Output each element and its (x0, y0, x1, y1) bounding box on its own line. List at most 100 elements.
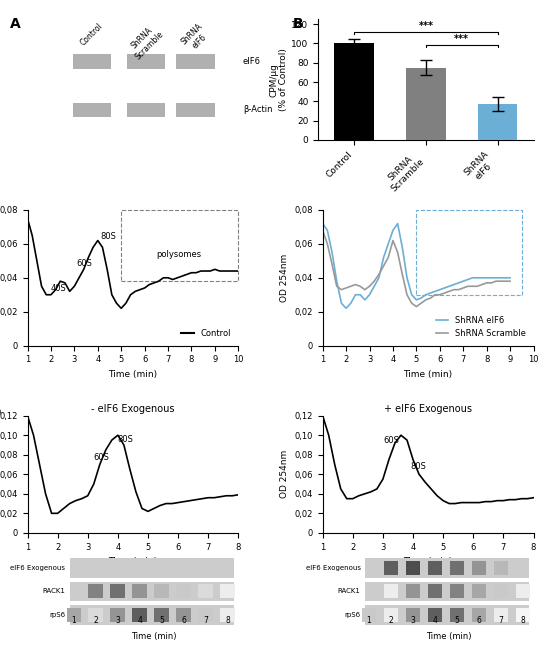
Text: RACK1: RACK1 (338, 589, 361, 594)
ShRNA eIF6 (343, 304, 349, 312)
Bar (73, 103, 112, 117)
ShRNA eIF6 (329, 249, 336, 256)
ShRNA eIF6 (333, 277, 340, 285)
Bar (515, 608, 530, 621)
Text: 7: 7 (204, 616, 208, 625)
ShRNA Scramble (343, 284, 349, 292)
ShRNA Scramble (399, 271, 405, 278)
ShRNA Scramble (437, 291, 443, 298)
Text: ShRNA
Scramble: ShRNA Scramble (126, 22, 166, 61)
Text: 8: 8 (521, 616, 525, 625)
ShRNA eIF6 (389, 227, 396, 234)
ShRNA Scramble (427, 295, 434, 302)
ShRNA Scramble (502, 277, 509, 285)
ShRNA Scramble (357, 282, 364, 290)
Bar (199, 608, 213, 621)
ShRNA Scramble (371, 277, 377, 285)
Y-axis label: CPM/μg
(% of Control): CPM/μg (% of Control) (269, 48, 288, 111)
Bar (406, 608, 420, 621)
ShRNA Scramble (376, 271, 382, 278)
Text: 6: 6 (182, 616, 186, 625)
ShRNA eIF6 (422, 291, 429, 298)
ShRNA Scramble (455, 286, 462, 293)
Text: 2: 2 (94, 616, 98, 625)
Bar (133, 585, 147, 598)
Text: 5: 5 (454, 616, 459, 625)
Bar (365, 558, 529, 578)
Bar (221, 608, 235, 621)
ShRNA Scramble (385, 254, 392, 262)
Line: ShRNA Scramble: ShRNA Scramble (323, 231, 510, 307)
ShRNA Scramble (413, 303, 420, 311)
ShRNA eIF6 (418, 295, 425, 302)
Legend: Control: Control (178, 326, 234, 342)
Text: rpS6: rpS6 (344, 612, 361, 618)
ShRNA Scramble (483, 279, 490, 287)
Text: 80S: 80S (410, 463, 426, 472)
ShRNA Scramble (389, 236, 396, 244)
Bar (111, 585, 125, 598)
X-axis label: Time (min): Time (min) (108, 557, 157, 566)
Bar (176, 103, 215, 117)
ShRNA Scramble (465, 282, 471, 290)
Bar (449, 585, 464, 598)
Bar (406, 561, 420, 576)
Legend: ShRNA eIF6, ShRNA Scramble: ShRNA eIF6, ShRNA Scramble (433, 313, 529, 342)
Text: 6: 6 (476, 616, 481, 625)
ShRNA eIF6 (441, 284, 448, 292)
ShRNA eIF6 (427, 289, 434, 297)
Text: 80S: 80S (100, 232, 116, 241)
ShRNA eIF6 (465, 276, 471, 284)
Bar (493, 561, 508, 576)
ShRNA eIF6 (455, 279, 462, 287)
ShRNA eIF6 (394, 220, 401, 227)
ShRNA Scramble (469, 282, 476, 290)
ShRNA Scramble (418, 299, 425, 307)
Bar (428, 561, 442, 576)
ShRNA Scramble (366, 282, 373, 290)
Bar (70, 605, 234, 625)
X-axis label: Time (min): Time (min) (404, 370, 453, 379)
Text: eIF6 Exogenous: eIF6 Exogenous (10, 565, 65, 571)
Bar (428, 585, 442, 598)
Bar (199, 585, 213, 598)
ShRNA Scramble (324, 240, 331, 248)
Text: polysomes: polysomes (156, 251, 201, 260)
ShRNA eIF6 (497, 274, 504, 282)
Bar (406, 585, 420, 598)
Bar (471, 608, 486, 621)
ShRNA eIF6 (371, 282, 377, 290)
Bar (111, 608, 125, 621)
Text: A: A (10, 17, 21, 31)
Bar (89, 585, 103, 598)
Text: eIF6 Exogenous: eIF6 Exogenous (306, 565, 361, 571)
Text: 2: 2 (389, 616, 393, 625)
Text: 3: 3 (116, 616, 120, 625)
ShRNA Scramble (488, 279, 494, 287)
Text: 4: 4 (432, 616, 437, 625)
Bar (515, 585, 530, 598)
ShRNA eIF6 (483, 274, 490, 282)
Text: 60S: 60S (76, 259, 92, 268)
ShRNA Scramble (352, 281, 359, 289)
ShRNA Scramble (478, 281, 485, 289)
ShRNA Scramble (333, 282, 340, 290)
Bar (73, 54, 112, 69)
ShRNA eIF6 (469, 274, 476, 282)
Title: - eIF6 Exogenous: - eIF6 Exogenous (91, 404, 175, 413)
Bar (89, 608, 103, 621)
ShRNA eIF6 (320, 220, 326, 227)
Text: ***: *** (419, 21, 433, 31)
ShRNA eIF6 (352, 291, 359, 298)
Text: Time (min): Time (min) (131, 632, 177, 641)
Bar (478, 104, 518, 140)
Bar (471, 585, 486, 598)
Text: 60S: 60S (94, 453, 109, 462)
Bar (493, 608, 508, 621)
Bar (416, 210, 522, 295)
Text: Control: Control (79, 22, 105, 48)
Bar (365, 605, 529, 625)
ShRNA Scramble (474, 282, 481, 290)
Y-axis label: OD 254nm: OD 254nm (280, 254, 289, 302)
ShRNA eIF6 (380, 254, 387, 262)
